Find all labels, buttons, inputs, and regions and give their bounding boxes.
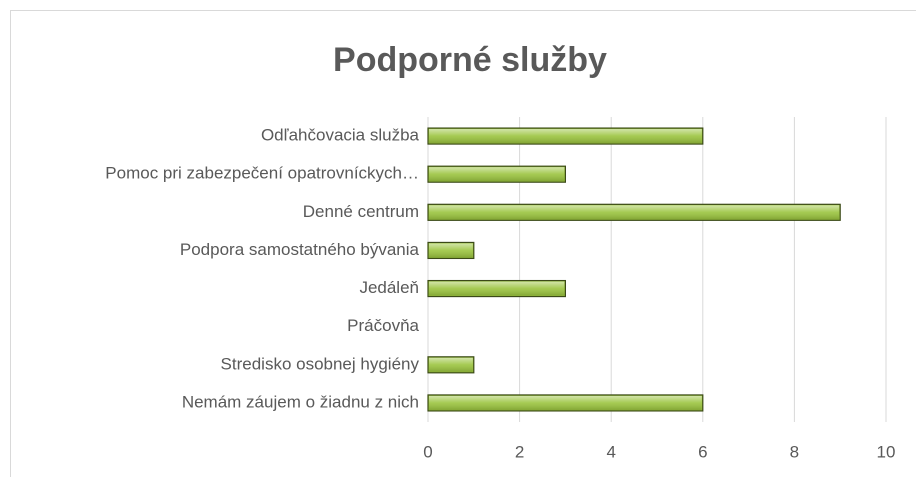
y-tick-label: Denné centrum — [303, 202, 419, 221]
bar-shine — [429, 281, 565, 296]
y-tick-label: Odľahčovacia služba — [261, 126, 420, 145]
bar-shine — [429, 357, 473, 372]
x-tick-label: 10 — [877, 442, 896, 461]
x-tick-label: 6 — [698, 442, 707, 461]
y-tick-label: Pomoc pri zabezpečení opatrovníckych… — [105, 164, 419, 183]
y-tick-label: Podpora samostatného bývania — [180, 240, 420, 259]
bar-shine — [429, 205, 840, 220]
bar-shine — [429, 129, 702, 144]
x-tick-label: 4 — [606, 442, 615, 461]
bar-shine — [429, 167, 565, 182]
x-tick-label: 8 — [790, 442, 799, 461]
y-tick-label: Nemám záujem o žiadnu z nich — [182, 392, 419, 411]
x-tick-label: 2 — [515, 442, 524, 461]
y-tick-label: Stredisko osobnej hygiény — [221, 354, 420, 373]
y-tick-label: Práčovňa — [347, 316, 419, 335]
chart-border — [10, 10, 916, 477]
bar-shine — [429, 243, 473, 258]
chart-title: Podporné služby — [333, 41, 607, 79]
y-tick-label: Jedáleň — [359, 278, 419, 297]
x-tick-label: 0 — [423, 442, 432, 461]
bar-shine — [429, 395, 702, 410]
